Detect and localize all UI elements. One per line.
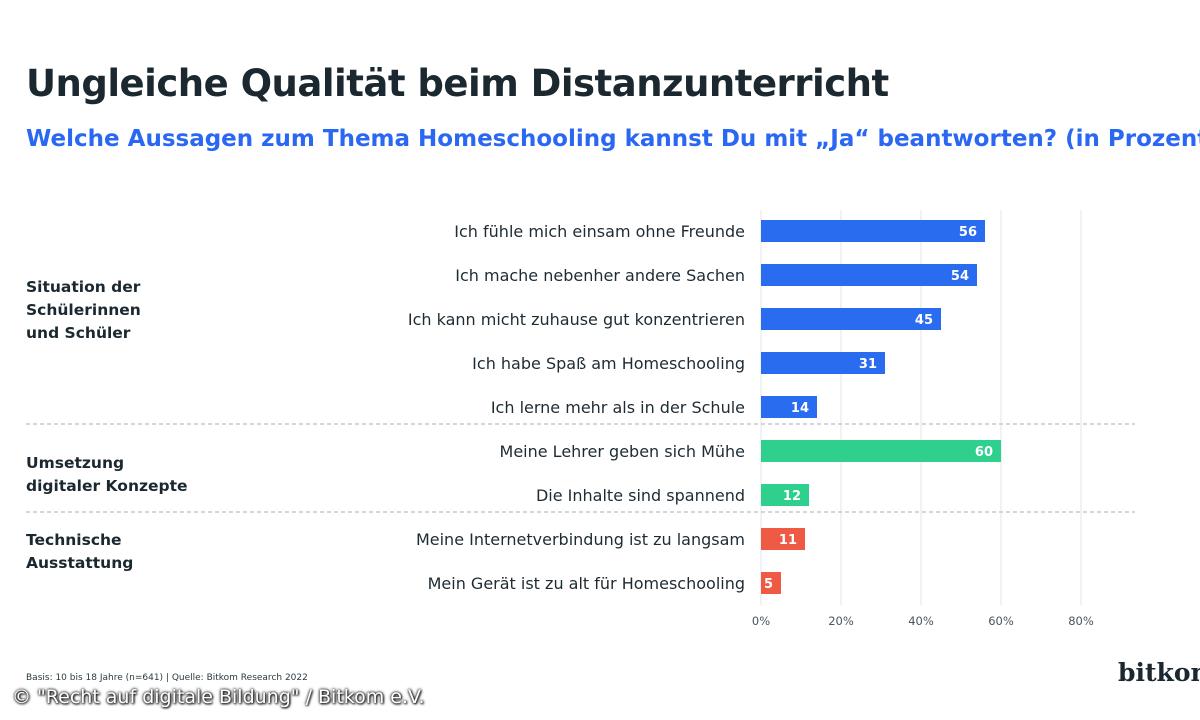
category-label: Ich fühle mich einsam ohne Freunde: [454, 222, 745, 241]
copyright-overlay: © "Recht auf digitale Bildung" / Bitkom …: [12, 686, 425, 708]
x-tick-label: 20%: [828, 614, 854, 628]
category-label: Meine Internetverbindung ist zu langsam: [416, 530, 745, 549]
bar: [761, 220, 985, 242]
data-label: 31: [859, 357, 877, 372]
data-label: 60: [975, 445, 993, 460]
bar: [761, 484, 809, 506]
bar: [761, 308, 941, 330]
category-label: Ich habe Spaß am Homeschooling: [472, 354, 745, 373]
data-label: 54: [951, 269, 969, 284]
x-tick-label: 80%: [1068, 614, 1094, 628]
data-label: 5: [764, 577, 773, 592]
category-label: Ich lerne mehr als in der Schule: [491, 398, 745, 417]
category-label: Ich kann micht zuhause gut konzentrieren: [408, 310, 745, 329]
chart-subtitle: Welche Aussagen zum Thema Homeschooling …: [26, 126, 1200, 152]
bar: [761, 440, 1001, 462]
bar: [761, 396, 817, 418]
x-tick-label: 60%: [988, 614, 1014, 628]
data-label: 56: [959, 225, 977, 240]
bar: [761, 264, 977, 286]
brand-logo: bitkom: [1118, 658, 1200, 687]
data-label: 12: [783, 489, 801, 504]
group-label-technik: Technische Ausstattung: [26, 531, 134, 572]
bar: [761, 352, 885, 374]
bar: [761, 528, 805, 550]
data-label: 11: [779, 533, 797, 548]
category-label: Die Inhalte sind spannend: [536, 486, 745, 505]
category-label: Meine Lehrer geben sich Mühe: [500, 442, 745, 461]
bar: [761, 572, 781, 594]
group-label-situation: Situation der Schülerinnen und Schüler: [26, 278, 141, 342]
data-label: 45: [915, 313, 933, 328]
data-label: 14: [791, 401, 809, 416]
x-tick-label: 40%: [908, 614, 934, 628]
group-label-umsetzung: Umsetzung digitaler Konzepte: [26, 454, 188, 495]
x-tick-label: 0%: [752, 614, 770, 628]
category-label: Mein Gerät ist zu alt für Homeschooling: [428, 574, 745, 593]
chart-title: Ungleiche Qualität beim Distanzunterrich…: [26, 62, 889, 105]
source-note: Basis: 10 bis 18 Jahre (n=641) | Quelle:…: [26, 673, 308, 683]
category-label: Ich mache nebenher andere Sachen: [455, 266, 745, 285]
